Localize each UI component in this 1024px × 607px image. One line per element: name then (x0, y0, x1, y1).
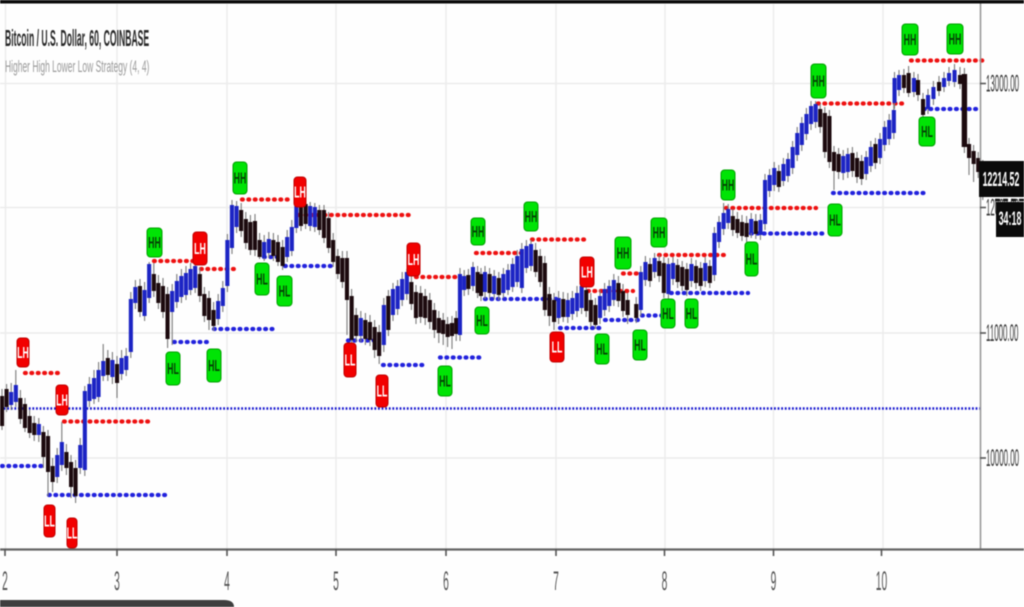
svg-text:HL: HL (256, 270, 268, 289)
svg-text:HH: HH (234, 169, 247, 188)
svg-text:LL: LL (67, 524, 78, 543)
svg-text:LH: LH (17, 343, 29, 362)
svg-text:HL: HL (476, 311, 488, 330)
svg-text:LH: LH (408, 250, 420, 269)
svg-text:HH: HH (653, 223, 666, 242)
svg-text:34:18: 34:18 (999, 210, 1022, 230)
svg-text:LL: LL (552, 338, 563, 357)
svg-text:LL: LL (44, 512, 55, 531)
svg-text:13000.00: 13000.00 (986, 70, 1019, 97)
svg-text:HH: HH (525, 207, 538, 226)
svg-text:HL: HL (208, 356, 220, 375)
svg-text:HH: HH (812, 72, 825, 91)
svg-text:HL: HL (634, 336, 646, 355)
svg-text:12214.52: 12214.52 (983, 169, 1020, 191)
svg-text:LH: LH (194, 239, 206, 258)
svg-text:HH: HH (949, 30, 962, 49)
svg-text:8: 8 (662, 568, 668, 597)
svg-text:Bitcoin / U.S. Dollar, 60, COI: Bitcoin / U.S. Dollar, 60, COINBASE (5, 25, 149, 51)
svg-text:HL: HL (596, 340, 608, 359)
svg-text:5: 5 (333, 568, 339, 597)
svg-text:Higher High Lower Low Strategy: Higher High Lower Low Strategy (4, 4) (5, 57, 149, 76)
svg-text:HL: HL (662, 304, 674, 323)
svg-text:3: 3 (114, 568, 120, 597)
svg-text:HL: HL (921, 122, 933, 141)
svg-text:HH: HH (148, 233, 161, 252)
svg-text:HH: HH (904, 30, 917, 49)
svg-text:HH: HH (722, 176, 735, 195)
svg-text:LL: LL (345, 351, 356, 370)
svg-text:10: 10 (876, 568, 887, 597)
svg-text:HH: HH (617, 244, 630, 263)
svg-text:6: 6 (443, 568, 449, 597)
svg-text:LL: LL (377, 382, 388, 401)
svg-text:HH: HH (472, 222, 485, 241)
svg-text:HL: HL (686, 304, 698, 323)
svg-text:LH: LH (56, 391, 68, 410)
svg-text:HL: HL (829, 211, 841, 230)
svg-text:LH: LH (581, 263, 593, 282)
svg-text:11000.00: 11000.00 (986, 320, 1018, 347)
svg-text:7: 7 (553, 568, 559, 597)
svg-text:2: 2 (2, 568, 8, 597)
svg-text:LH: LH (294, 183, 306, 202)
svg-text:HL: HL (279, 282, 291, 301)
svg-text:HL: HL (746, 250, 758, 269)
svg-text:HL: HL (167, 359, 179, 378)
svg-text:4: 4 (224, 568, 230, 597)
svg-text:10000.00: 10000.00 (986, 445, 1019, 472)
svg-text:HL: HL (439, 372, 451, 391)
svg-text:9: 9 (771, 568, 777, 597)
